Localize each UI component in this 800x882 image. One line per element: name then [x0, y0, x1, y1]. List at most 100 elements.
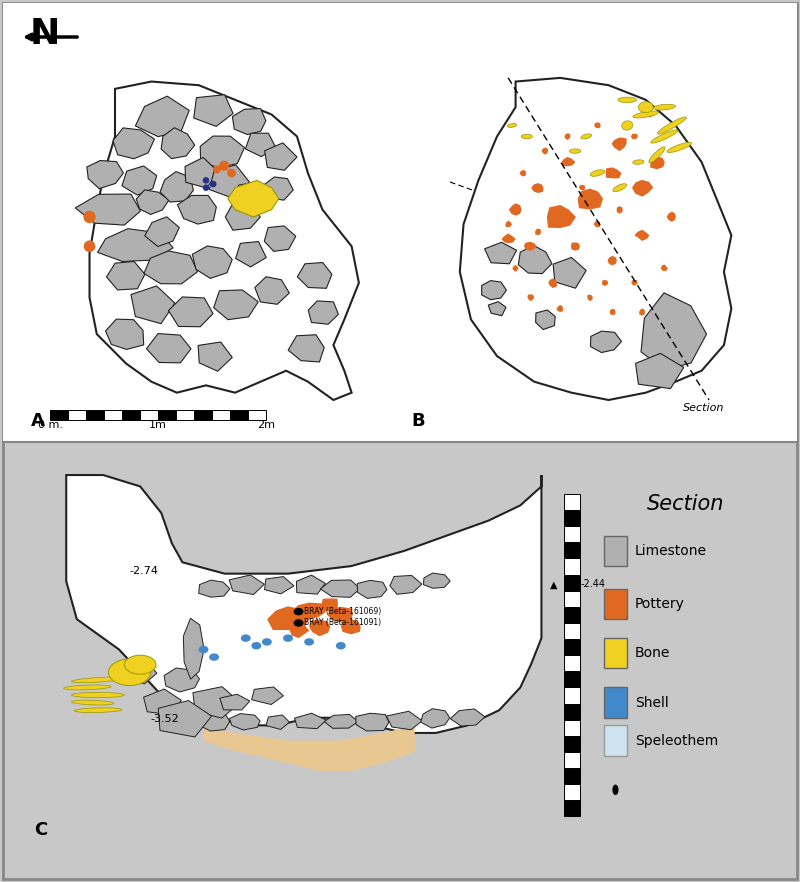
Text: -2.74: -2.74: [130, 565, 158, 576]
Polygon shape: [232, 108, 266, 135]
Polygon shape: [214, 290, 258, 319]
Bar: [564, 671, 579, 687]
Polygon shape: [565, 133, 570, 140]
Polygon shape: [263, 177, 294, 200]
Bar: [564, 704, 579, 720]
Polygon shape: [386, 711, 422, 729]
Text: Speleothem: Speleothem: [635, 734, 718, 748]
Polygon shape: [136, 190, 169, 214]
Ellipse shape: [581, 134, 592, 139]
Circle shape: [220, 161, 229, 170]
Polygon shape: [246, 133, 276, 157]
Polygon shape: [512, 265, 518, 272]
Polygon shape: [527, 295, 534, 301]
Bar: [248, 410, 266, 420]
Polygon shape: [122, 662, 157, 684]
Polygon shape: [356, 714, 389, 731]
Ellipse shape: [638, 101, 654, 113]
Text: 2m: 2m: [257, 420, 275, 430]
Ellipse shape: [618, 97, 637, 102]
Bar: [604, 725, 627, 756]
Polygon shape: [131, 286, 175, 324]
Bar: [564, 751, 579, 768]
Polygon shape: [288, 335, 324, 362]
Ellipse shape: [658, 117, 686, 134]
Polygon shape: [158, 700, 211, 737]
Ellipse shape: [654, 104, 675, 110]
Text: Section: Section: [683, 403, 724, 413]
Polygon shape: [666, 212, 676, 222]
Ellipse shape: [649, 146, 665, 163]
Polygon shape: [390, 575, 422, 594]
Text: -2.44: -2.44: [581, 579, 606, 589]
Polygon shape: [322, 598, 338, 612]
Ellipse shape: [667, 142, 691, 153]
Bar: [564, 591, 579, 607]
Ellipse shape: [590, 170, 605, 176]
Circle shape: [284, 635, 292, 641]
Ellipse shape: [633, 160, 644, 164]
Bar: [212, 410, 230, 420]
Text: Bone: Bone: [635, 647, 670, 661]
Bar: [564, 800, 579, 817]
Circle shape: [84, 212, 95, 222]
Polygon shape: [66, 475, 542, 733]
Bar: [564, 784, 579, 800]
Polygon shape: [90, 81, 359, 400]
Ellipse shape: [71, 700, 114, 705]
Polygon shape: [75, 194, 141, 225]
Text: BRAY (Beta-161091): BRAY (Beta-161091): [304, 618, 381, 627]
Bar: [604, 687, 627, 718]
Bar: [604, 589, 627, 619]
Circle shape: [305, 639, 314, 645]
Polygon shape: [266, 715, 290, 729]
Polygon shape: [531, 183, 543, 193]
Polygon shape: [87, 161, 123, 189]
Circle shape: [294, 620, 302, 626]
Polygon shape: [106, 319, 144, 349]
Polygon shape: [194, 94, 233, 126]
Polygon shape: [650, 156, 665, 169]
Polygon shape: [144, 251, 198, 284]
Ellipse shape: [72, 677, 124, 683]
Polygon shape: [632, 180, 653, 197]
Polygon shape: [228, 181, 279, 217]
Polygon shape: [178, 196, 216, 224]
Bar: [3, 3, 797, 442]
Bar: [564, 687, 579, 704]
Ellipse shape: [613, 183, 626, 191]
Polygon shape: [113, 128, 154, 159]
Bar: [564, 574, 579, 591]
Bar: [564, 494, 579, 510]
Polygon shape: [547, 205, 576, 228]
Text: A: A: [31, 412, 45, 430]
Polygon shape: [193, 687, 240, 718]
Polygon shape: [106, 261, 145, 290]
Bar: [564, 639, 579, 655]
Polygon shape: [290, 625, 310, 638]
Circle shape: [294, 609, 302, 615]
Polygon shape: [423, 573, 450, 588]
Polygon shape: [358, 580, 387, 598]
Bar: [604, 535, 627, 566]
Polygon shape: [646, 111, 653, 117]
Polygon shape: [606, 168, 622, 178]
Polygon shape: [98, 228, 173, 261]
Bar: [230, 410, 248, 420]
Polygon shape: [553, 258, 586, 288]
Polygon shape: [200, 713, 230, 731]
Text: Pottery: Pottery: [635, 597, 685, 611]
Ellipse shape: [521, 134, 532, 138]
Circle shape: [214, 166, 220, 173]
Polygon shape: [519, 170, 526, 176]
Polygon shape: [578, 189, 603, 209]
Polygon shape: [594, 220, 600, 228]
Polygon shape: [485, 243, 517, 264]
Polygon shape: [607, 256, 617, 265]
Polygon shape: [610, 309, 616, 315]
Polygon shape: [518, 245, 552, 273]
Circle shape: [203, 185, 209, 191]
Polygon shape: [308, 301, 338, 325]
Text: B: B: [411, 412, 425, 430]
Polygon shape: [328, 607, 353, 623]
